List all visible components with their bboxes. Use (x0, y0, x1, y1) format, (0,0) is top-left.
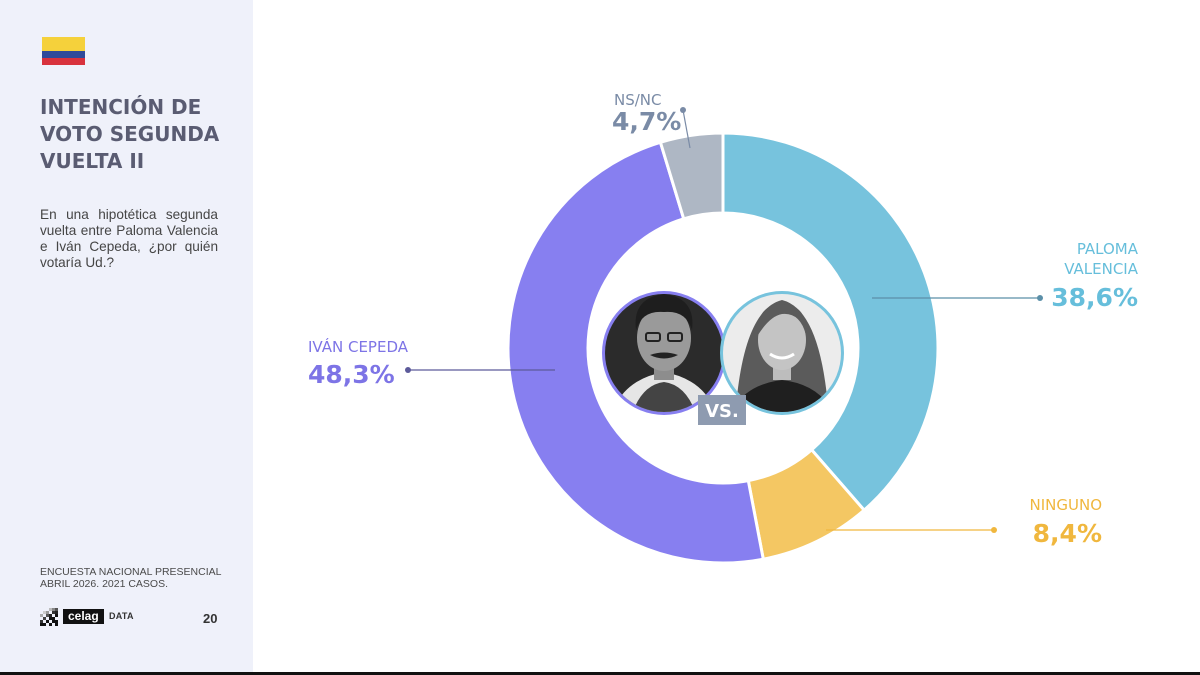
leader-dot-paloma (1037, 295, 1043, 301)
label-ninguno: NINGUNO (1030, 496, 1103, 514)
flag-stripe-yellow (42, 37, 85, 51)
celag-logo: celag DATA (40, 608, 140, 626)
bottom-border (0, 672, 1200, 675)
leader-dot-cepeda (405, 367, 411, 373)
donut-slice-iv-n-cepeda (506, 140, 766, 565)
title-line-3: VUELTA II (40, 149, 145, 173)
value-paloma: 38,6% (1051, 283, 1138, 312)
pixel-grid-icon (40, 608, 58, 626)
flag-stripe-blue (42, 51, 85, 58)
label-paloma-line-1: PALOMA (1077, 240, 1139, 258)
sidebar: INTENCIÓN DE VOTO SEGUNDA VUELTA II En u… (0, 0, 253, 672)
label-nsnc: NS/NC (614, 91, 662, 109)
colombia-flag-icon (42, 37, 85, 65)
source-line-2: ABRIL 2026. 2021 CASOS. (40, 578, 169, 590)
portrait-paloma-valencia (720, 291, 844, 415)
value-ninguno: 8,4% (1033, 519, 1102, 548)
label-cepeda: IVÁN CEPEDA (308, 337, 409, 356)
vs-badge: VS. (698, 395, 746, 425)
page-number: 20 (203, 611, 218, 626)
portrait-ivan-cepeda (602, 291, 726, 415)
value-cepeda: 48,3% (308, 360, 395, 389)
survey-question: En una hipotética segunda vuelta entre P… (40, 207, 218, 270)
page-title: INTENCIÓN DE VOTO SEGUNDA VUELTA II (40, 94, 240, 175)
title-line-2: VOTO SEGUNDA (40, 122, 220, 146)
label-paloma-line-2: VALENCIA (1064, 260, 1139, 278)
title-line-1: INTENCIÓN DE (40, 95, 202, 119)
vs-text: VS. (705, 401, 739, 422)
survey-source: ENCUESTA NACIONAL PRESENCIAL ABRIL 2026.… (40, 566, 240, 590)
value-nsnc: 4,7% (612, 107, 681, 136)
leader-dot-ninguno (991, 527, 997, 533)
logo-wordmark: celag (63, 609, 104, 624)
flag-stripe-red (42, 58, 85, 65)
leader-lines (405, 107, 1043, 533)
donut-slice-ns-nc (658, 131, 725, 221)
slice-labels: PALOMA VALENCIA 38,6% NINGUNO 8,4% IVÁN … (308, 91, 1139, 548)
source-line-1: ENCUESTA NACIONAL PRESENCIAL (40, 566, 222, 578)
donut-slices (506, 131, 940, 565)
donut-slice-paloma-valencia (721, 131, 940, 513)
logo-data-text: DATA (109, 611, 134, 621)
leader-dot-nsnc (680, 107, 686, 113)
leader-line-nsnc (682, 109, 691, 149)
